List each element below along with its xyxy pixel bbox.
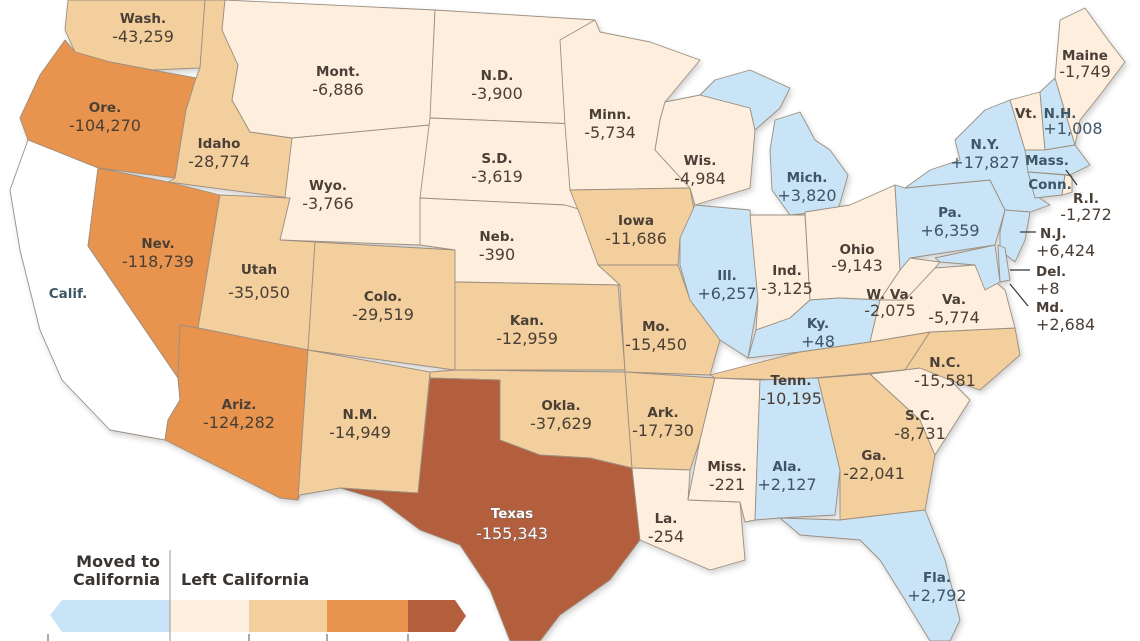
label-la: La. -254 [648,511,684,546]
label-nh: N.H. +1,008 [1043,106,1102,138]
state-ark[interactable] [624,371,716,471]
state-mo[interactable] [597,264,721,376]
leader-ri [1065,169,1078,186]
label-mass: Mass. [1025,153,1069,169]
legend-moved-line2: California [72,570,160,589]
leader-md [1009,283,1029,307]
label-minn: Minn. -5,734 [584,107,636,142]
label-ariz: Ariz. -124,282 [203,397,275,432]
state-la[interactable] [631,467,746,571]
label-nev: Nev. -118,739 [122,236,194,271]
label-fla: Fla. +2,792 [907,570,966,605]
label-nj: N.J. +6,424 [1036,226,1095,260]
label-maine: Maine -1,749 [1059,48,1111,81]
state-del[interactable] [997,244,1011,283]
state-md[interactable] [934,244,1001,291]
label-wash: Wash. -43,259 [112,11,174,46]
label-neb: Neb. -390 [479,229,515,264]
label-ind: Ind. -3,125 [761,263,813,298]
state-nj[interactable] [999,209,1031,263]
label-del: Del. +8 [1036,264,1066,298]
state-wyo[interactable] [279,124,431,246]
label-nc: N.C. -15,581 [914,355,976,390]
label-calif: Calif. [49,286,88,302]
label-ky: Ky. +48 [801,316,835,351]
label-ala: Ala. +2,127 [757,459,816,494]
label-pa: Pa. +6,359 [920,205,979,240]
label-ill: Ill. +6,257 [697,268,756,303]
label-mich: Mich. +3,820 [777,170,836,205]
label-miss: Miss. -221 [707,459,746,494]
label-mo: Mo. -15,450 [625,319,687,354]
label-utah: Utah -35,050 [228,262,290,302]
state-mich-up[interactable] [699,69,791,131]
legend-swatch-left-max [408,600,466,632]
state-maine[interactable] [1054,7,1126,146]
label-ny: N.Y. +17,827 [950,137,1019,172]
label-ark: Ark. -17,730 [632,405,694,440]
label-ore: Ore. -104,270 [69,100,141,135]
state-texas[interactable] [339,377,641,641]
state-iowa[interactable] [569,187,696,266]
label-wyo: Wyo. -3,766 [302,178,354,213]
legend-swatch-moved [50,600,170,632]
label-kan: Kan. -12,959 [496,313,558,348]
label-okla: Okla. -37,629 [530,398,592,433]
state-mich[interactable] [769,111,849,216]
legend-swatch-left-low [170,600,249,632]
legend-swatch-left-high [327,600,408,632]
label-idaho: Idaho -28,774 [188,136,250,171]
label-ri: R.I. -1,272 [1060,191,1112,224]
label-va: Va. -5,774 [928,292,980,327]
label-tenn: Tenn. -10,195 [760,373,822,408]
label-md: Md. +2,684 [1036,300,1095,334]
label-wis: Wis. -4,984 [674,153,726,188]
label-wva: W. Va. -2,075 [864,287,916,320]
legend-moved-label: Moved to California [72,553,160,589]
state-fla[interactable] [779,509,961,641]
label-nd: N.D. -3,900 [471,68,523,103]
legend-left-label: Left California [181,570,310,589]
legend-moved-line1: Moved to [76,552,160,571]
label-mont: Mont. -6,886 [312,64,364,99]
label-conn: Conn. [1028,177,1072,193]
leader-lines [1009,169,1078,307]
label-nm: N.M. -14,949 [329,407,391,442]
label-colo: Colo. -29,519 [352,289,414,324]
state-labels: Wash. -43,259 Ore. -104,270 Calif. Idaho -2… [49,11,1112,605]
label-sc: S.C. -8,731 [894,408,946,443]
label-ohio: Ohio -9,143 [831,242,883,275]
label-texas: Texas -155,343 [476,506,548,543]
label-iowa: Iowa -11,686 [605,213,667,248]
label-sd: S.D. -3,619 [471,151,523,186]
label-ga: Ga. -22,041 [843,448,905,483]
legend-swatch-left-mid [249,600,327,632]
legend [47,550,466,641]
label-vt: Vt. [1015,106,1037,122]
